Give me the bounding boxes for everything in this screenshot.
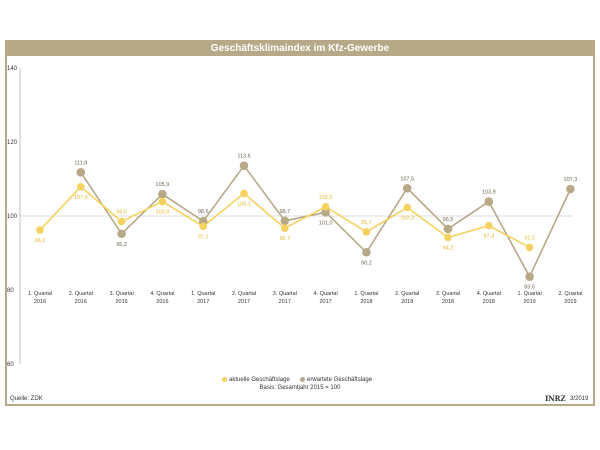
data-label-0: 102,3 xyxy=(400,215,414,221)
data-point-0 xyxy=(485,221,493,230)
x-tick-year: 2016 xyxy=(156,299,168,305)
x-tick-label: 1. Quartal xyxy=(518,291,542,297)
data-label-1: 113,6 xyxy=(237,154,250,160)
data-point-1 xyxy=(280,216,290,226)
data-label-1: 105,9 xyxy=(156,182,170,188)
basis-note: Basis: Gesamtjahr 2015 = 100 xyxy=(259,385,341,391)
chart-frame: Geschäftsklimaindex im Kfz-Gewerbe xyxy=(5,40,595,406)
x-tick-year: 2017 xyxy=(238,299,250,305)
data-label-1: 103,9 xyxy=(482,190,496,196)
data-label-0: 97,2 xyxy=(198,234,209,240)
data-point-1 xyxy=(76,168,86,177)
legend-swatch-aktuelle xyxy=(222,377,227,382)
legend-label-erwartete: erwartete Geschäftslage xyxy=(307,377,373,384)
y-tick-label: 80 xyxy=(7,288,14,294)
x-tick-year: 2017 xyxy=(319,299,331,305)
data-point-1 xyxy=(484,197,494,206)
data-label-1: 111,8 xyxy=(74,160,87,166)
x-tick-label: 4. Quartal xyxy=(314,291,338,297)
data-label-1: 107,5 xyxy=(400,176,414,182)
data-label-1: 98,7 xyxy=(279,209,290,215)
legend-item-aktuelle: aktuelle Geschäftslage xyxy=(222,377,290,383)
x-tick-year: 2019 xyxy=(564,299,576,305)
data-point-0 xyxy=(36,226,44,234)
x-tick-year: 2017 xyxy=(197,299,209,305)
data-label-1: 98,6 xyxy=(198,209,209,215)
chart-title: Geschäftsklimaindex im Kfz-Gewerbe xyxy=(7,42,593,56)
data-label-0: 96,2 xyxy=(35,238,46,244)
date-note: 3/2019 xyxy=(570,396,589,402)
data-label-0: 102,5 xyxy=(319,195,333,201)
data-label-1: 107,3 xyxy=(564,177,578,183)
x-tick-label: 4. Quartal xyxy=(150,291,174,297)
data-label-0: 106,1 xyxy=(237,201,251,207)
data-point-1 xyxy=(443,224,453,234)
x-tick-label: 2. Quartal xyxy=(232,291,256,297)
data-point-0 xyxy=(321,202,330,211)
data-point-1 xyxy=(117,229,126,239)
x-tick-label: 2. Quartal xyxy=(395,291,419,297)
data-label-0: 98,5 xyxy=(116,210,127,216)
legend-swatch-erwartete xyxy=(300,377,305,382)
data-label-1: 90,2 xyxy=(361,260,372,266)
data-point-0 xyxy=(525,243,534,252)
data-point-0 xyxy=(199,222,207,231)
x-tick-year: 2018 xyxy=(483,299,495,305)
data-point-0 xyxy=(158,197,167,206)
x-tick-year: 2019 xyxy=(523,299,535,305)
data-label-0: 91,5 xyxy=(524,235,535,241)
x-tick-year: 2016 xyxy=(115,299,127,305)
legend-label-aktuelle: aktuelle Geschäftslage xyxy=(229,377,290,384)
data-point-1 xyxy=(321,208,330,217)
data-point-0 xyxy=(240,189,248,198)
x-tick-label: 4. Quartal xyxy=(477,291,501,297)
data-label-1: 83,6 xyxy=(524,285,535,291)
x-tick-label: 1. Quartal xyxy=(354,291,378,297)
x-tick-year: 2016 xyxy=(34,299,46,305)
x-tick-year: 2018 xyxy=(442,299,454,305)
data-label-0: 95,7 xyxy=(361,220,372,226)
x-tick-label: 2. Quartal xyxy=(558,291,582,297)
data-point-0 xyxy=(281,224,289,233)
data-label-1: 96,5 xyxy=(443,217,454,223)
y-tick-label: 120 xyxy=(7,140,18,146)
source-note: Quelle: ZDK xyxy=(10,396,43,402)
y-tick-label: 140 xyxy=(7,66,18,72)
x-tick-label: 1. Quartal xyxy=(191,291,215,297)
data-point-1 xyxy=(239,161,249,170)
x-tick-label: 1. Quartal xyxy=(28,291,52,297)
data-label-0: 107,9 xyxy=(74,195,88,201)
y-tick-label: 100 xyxy=(7,214,18,220)
data-point-1 xyxy=(362,247,371,257)
data-label-0: 97,4 xyxy=(483,234,494,240)
data-point-1 xyxy=(566,184,575,194)
x-tick-year: 2018 xyxy=(360,299,372,305)
y-tick-label: 60 xyxy=(7,362,14,368)
data-point-0 xyxy=(117,217,126,226)
x-tick-label: 2. Quartal xyxy=(69,291,93,297)
data-label-0: 96,7 xyxy=(279,236,290,242)
x-tick-year: 2016 xyxy=(75,299,87,305)
data-point-1 xyxy=(402,183,412,193)
data-label-1: 101,0 xyxy=(319,220,333,226)
data-label-0: 94,2 xyxy=(443,245,454,251)
x-tick-year: 2018 xyxy=(401,299,413,305)
data-point-0 xyxy=(403,203,412,212)
brand-logo: INRZ xyxy=(545,394,566,403)
data-label-0: 103,9 xyxy=(156,210,170,216)
data-point-0 xyxy=(77,182,85,191)
data-point-1 xyxy=(525,272,534,281)
data-point-0 xyxy=(444,233,452,242)
data-point-0 xyxy=(362,228,371,236)
x-tick-label: 3. Quartal xyxy=(273,291,297,297)
x-tick-year: 2017 xyxy=(279,299,291,305)
x-tick-label: 3. Quartal xyxy=(110,291,134,297)
x-tick-label: 3. Quartal xyxy=(436,291,460,297)
data-point-1 xyxy=(158,189,167,199)
data-label-1: 95,2 xyxy=(116,242,127,248)
legend-item-erwartete: erwartete Geschäftslage xyxy=(300,377,372,383)
